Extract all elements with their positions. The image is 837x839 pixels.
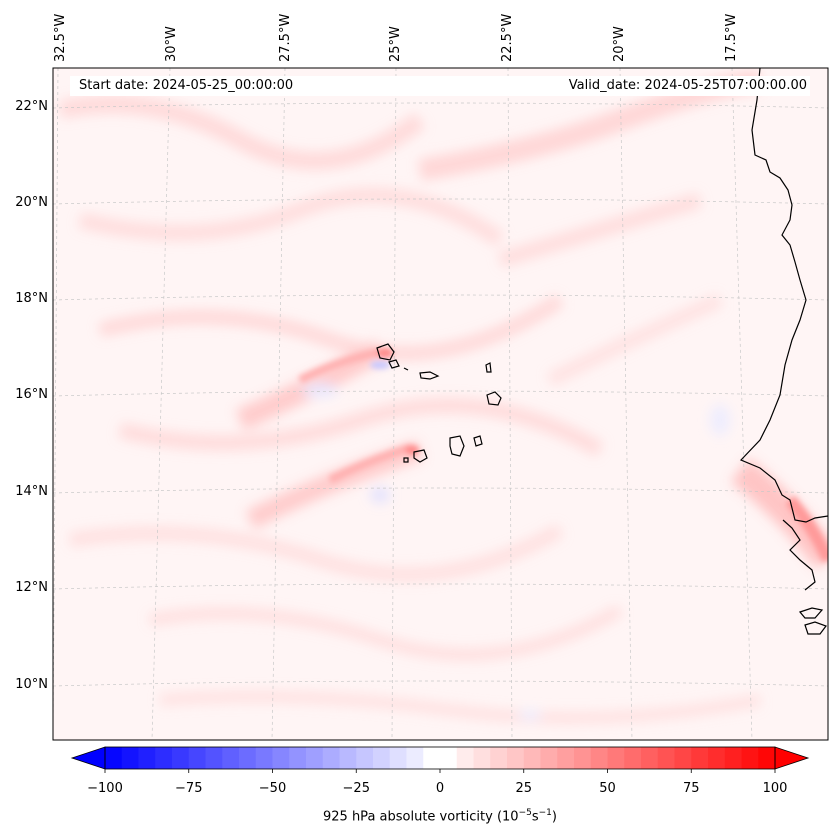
colorbar-cell xyxy=(339,747,357,769)
lat-label: 14°N xyxy=(15,484,48,499)
colorbar-cell xyxy=(590,747,608,769)
colorbar-cell xyxy=(188,747,206,769)
lon-label: 30°W xyxy=(164,26,179,62)
lon-label: 20°W xyxy=(612,26,627,62)
colorbar-tick-label: −100 xyxy=(87,781,123,796)
colorbar-min-extend xyxy=(70,746,106,770)
valid-date-label: Valid_date: 2024-05-25T07:00:00.00 xyxy=(568,78,807,93)
colorbar-cell xyxy=(356,747,374,769)
lon-label: 32.5°W xyxy=(53,13,68,62)
colorbar-cell xyxy=(272,747,290,769)
header-strip xyxy=(70,76,810,96)
colorbar-cell xyxy=(473,747,491,769)
lat-label: 20°N xyxy=(15,195,48,210)
colorbar-cell xyxy=(456,747,474,769)
lon-label: 25°W xyxy=(388,26,403,62)
colorbar-cell xyxy=(523,747,541,769)
colorbar-cell xyxy=(172,747,190,769)
colorbar-tick-label: 100 xyxy=(762,781,788,796)
colorbar-tick-label: 50 xyxy=(599,781,616,796)
graticule xyxy=(53,68,828,740)
lat-label: 10°N xyxy=(15,677,48,692)
colorbar-cell xyxy=(105,747,123,769)
colorbar-cell xyxy=(574,747,592,769)
colorbar-tick-label: −25 xyxy=(342,781,370,796)
colorbar-cell xyxy=(121,747,139,769)
colorbar-cell xyxy=(641,747,659,769)
colorbar-cell xyxy=(657,747,675,769)
colorbar-title: 925 hPa absolute vorticity (10−5s−1) xyxy=(323,808,557,825)
lat-label: 22°N xyxy=(15,99,48,114)
colorbar-cell xyxy=(138,747,156,769)
colorbar-tick-label: −75 xyxy=(175,781,203,796)
vorticity-field xyxy=(53,68,828,740)
colorbar-cell xyxy=(607,747,625,769)
lat-label: 18°N xyxy=(15,291,48,306)
colorbar-cell xyxy=(758,747,776,769)
colorbar-cell xyxy=(708,747,726,769)
lat-label: 16°N xyxy=(15,387,48,402)
colorbar-tick-label: 75 xyxy=(682,781,700,796)
colorbar-cell xyxy=(373,747,391,769)
colorbar-cell xyxy=(540,747,558,769)
colorbar-cell xyxy=(624,747,642,769)
colorbar-cell xyxy=(289,747,307,769)
lon-label: 17.5°W xyxy=(724,13,739,62)
map-frame xyxy=(52,67,829,741)
colorbar-cell xyxy=(322,747,340,769)
colorbar-cell xyxy=(724,747,742,769)
lat-label: 12°N xyxy=(15,580,48,595)
colorbar-cell xyxy=(423,747,441,769)
colorbar-cell xyxy=(557,747,575,769)
lon-label: 27.5°W xyxy=(278,13,293,62)
colorbar-tick-label: 0 xyxy=(435,781,445,796)
colorbar-cell xyxy=(440,747,458,769)
colorbar-cell xyxy=(255,747,273,769)
colorbar-cell xyxy=(205,747,223,769)
colorbar-cell xyxy=(674,747,692,769)
colorbar-cell xyxy=(222,747,240,769)
colorbar xyxy=(70,746,810,773)
colorbar-max-extend xyxy=(774,746,810,770)
colorbar-cell xyxy=(239,747,257,769)
colorbar-cell xyxy=(406,747,424,769)
colorbar-tick-label: −50 xyxy=(258,781,287,796)
colorbar-cell xyxy=(389,747,407,769)
coastline xyxy=(376,68,828,635)
colorbar-cell xyxy=(691,747,709,769)
colorbar-tick-label: 25 xyxy=(515,781,533,796)
colorbar-cell xyxy=(155,747,173,769)
colorbar-cell xyxy=(490,747,508,769)
colorbar-cell xyxy=(741,747,759,769)
start-date-label: Start date: 2024-05-25_00:00:00 xyxy=(79,78,294,93)
colorbar-cell xyxy=(507,747,525,769)
colorbar-cell xyxy=(306,747,324,769)
lon-label: 22.5°W xyxy=(500,13,515,62)
